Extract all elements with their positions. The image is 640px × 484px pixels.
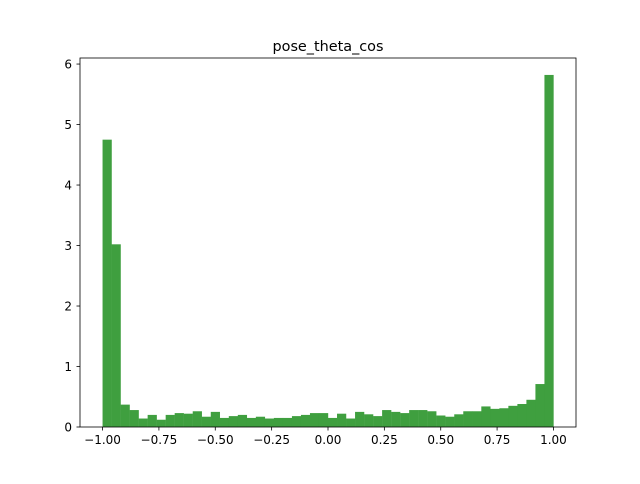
histogram-bar — [517, 404, 527, 427]
y-tick-label: 4 — [64, 178, 72, 192]
histogram-bar — [499, 408, 509, 427]
histogram-bar — [147, 414, 157, 427]
x-tick-label: −0.50 — [197, 433, 234, 447]
histogram-bar — [255, 416, 266, 427]
y-tick-label: 0 — [64, 420, 72, 434]
x-tick-label: 1.00 — [540, 433, 567, 447]
x-tick-label: 0.50 — [427, 433, 454, 447]
histogram-bar — [111, 244, 121, 427]
histogram-bar — [318, 413, 329, 427]
histogram-bar — [490, 408, 500, 427]
histogram-bar — [264, 418, 275, 427]
histogram-bar — [400, 413, 410, 427]
histogram-bar — [391, 411, 401, 427]
histogram-bar — [481, 406, 491, 427]
histogram-bar — [102, 139, 112, 427]
chart-title: pose_theta_cos — [273, 39, 384, 55]
histogram-bar — [120, 404, 130, 427]
histogram-bar — [219, 417, 229, 427]
histogram-bar — [418, 410, 428, 427]
x-tick-label: −1.00 — [84, 433, 121, 447]
x-tick-label: 0.25 — [371, 433, 398, 447]
histogram-bar — [409, 410, 419, 427]
histogram-bar — [246, 417, 257, 427]
histogram-bar — [463, 411, 473, 427]
histogram-bar — [445, 416, 455, 427]
x-tick-label: 0.00 — [315, 433, 342, 447]
histogram-bar — [210, 411, 220, 427]
axes-layer: −1.00 −0.75 −0.50 −0.25 0.00 0.25 0.50 0.75 1.00… — [64, 57, 577, 447]
histogram-bar — [472, 411, 482, 427]
histogram-bar — [192, 411, 202, 427]
histogram-bar — [273, 417, 284, 427]
histogram-bar — [346, 418, 356, 427]
bars-layer — [102, 74, 554, 427]
histogram-bar — [156, 419, 166, 427]
y-tick-label: 1 — [64, 360, 72, 374]
histogram-bar — [201, 416, 211, 427]
histogram-bar — [291, 416, 302, 427]
histogram-bar — [436, 415, 446, 427]
histogram-bar — [138, 418, 148, 427]
histogram-bar — [526, 399, 536, 427]
histogram-bar — [129, 410, 139, 427]
histogram-bar — [165, 414, 175, 427]
histogram-bar — [535, 384, 545, 427]
x-tick-label: −0.75 — [141, 433, 178, 447]
histogram-bar — [237, 414, 248, 427]
histogram-bar — [427, 411, 437, 427]
x-tick-label: −0.25 — [253, 433, 290, 447]
histogram-bar — [544, 74, 554, 427]
histogram-bar — [300, 414, 311, 427]
y-tick-label: 6 — [64, 57, 72, 71]
histogram-bar — [282, 417, 293, 427]
y-tick-label: 5 — [64, 118, 72, 132]
y-tick-label: 3 — [64, 239, 72, 253]
histogram-bar — [364, 414, 374, 427]
x-tick-label: 0.75 — [484, 433, 511, 447]
histogram-bar — [355, 411, 365, 427]
histogram-bar — [373, 416, 383, 427]
histogram-bar — [174, 413, 184, 427]
histogram-bar — [382, 410, 392, 427]
histogram-bar — [328, 417, 338, 427]
histogram-bar — [454, 414, 464, 427]
histogram-bar — [508, 405, 518, 427]
histogram-bar — [309, 413, 320, 427]
histogram-bar — [228, 416, 239, 427]
histogram-bar — [337, 413, 347, 427]
y-tick-label: 2 — [64, 299, 72, 313]
histogram-bar — [183, 413, 193, 427]
